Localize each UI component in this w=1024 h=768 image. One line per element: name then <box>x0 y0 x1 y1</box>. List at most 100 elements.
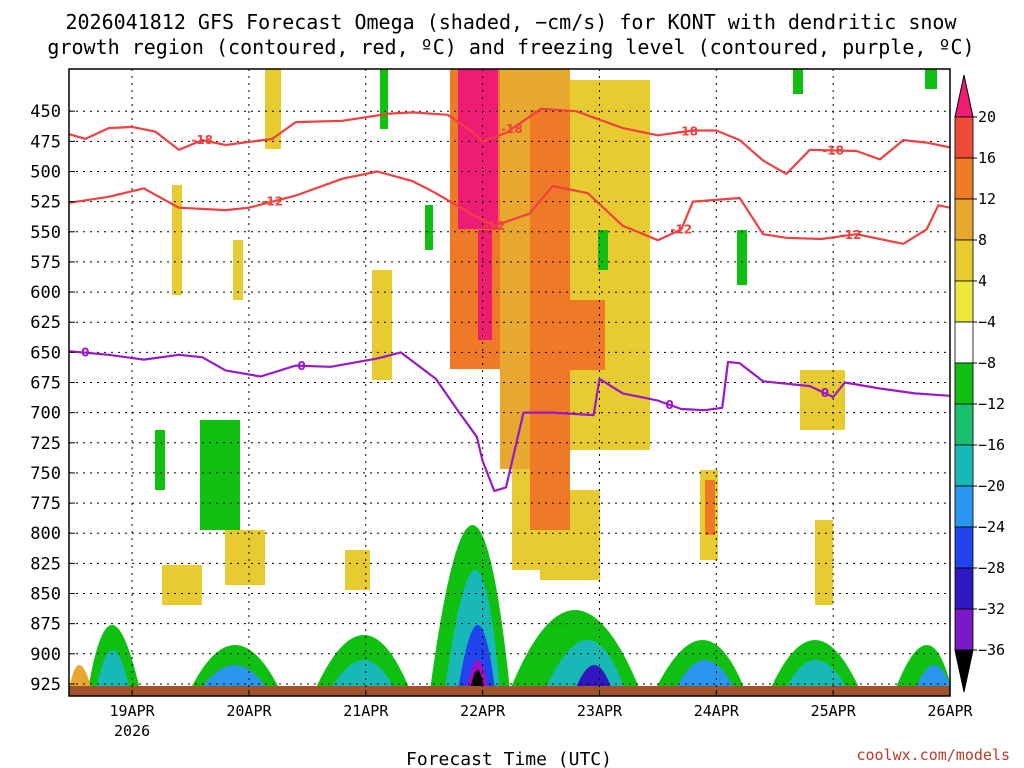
colorbar-segment <box>954 403 974 446</box>
y-tick-label: 525 <box>30 193 61 213</box>
shading-layer <box>69 69 950 696</box>
colorbar-label: −4 <box>978 313 996 331</box>
y-tick-label: 500 <box>30 162 61 182</box>
y-tick-label: 475 <box>30 132 61 152</box>
y-axis: 450 475 500 525 550 575 600 625 650 675 700 725 750 7… <box>30 102 75 695</box>
shade-patch <box>478 230 492 340</box>
x-tick-label: 24APR <box>694 702 740 720</box>
contour-label-zero: 0 <box>821 386 829 400</box>
colorbar-segment <box>954 362 974 405</box>
shade-patch <box>155 430 165 490</box>
shade-patch <box>425 205 433 250</box>
shade-patch <box>598 230 608 270</box>
y-tick-label: 725 <box>30 434 61 454</box>
x-tick-label: 21APR <box>343 702 389 720</box>
contour-labels: -18 -18 -18 -18 -12 -12 -12 -12 0 0 0 0 <box>81 122 862 412</box>
colorbar-label: 8 <box>978 231 987 249</box>
colorbar-label: −36 <box>978 641 1005 659</box>
colorbar-segment <box>954 608 974 651</box>
shade-patch <box>96 650 130 690</box>
contour-label-minus12: -12 <box>840 228 862 242</box>
y-tick-label: 625 <box>30 313 61 333</box>
colorbar-segment <box>954 239 974 282</box>
shade-patch <box>458 69 498 229</box>
contour-label-zero: 0 <box>297 359 305 373</box>
colorbar-label: 4 <box>978 272 987 290</box>
shade-patch <box>372 270 392 380</box>
contour-label-zero: 0 <box>81 346 89 360</box>
x-tick-label: 25APR <box>811 702 857 720</box>
x-tick-label: 20APR <box>226 702 272 720</box>
colorbar-label: −24 <box>978 518 1005 536</box>
contour-minus12 <box>69 170 950 245</box>
contour-zero <box>69 350 950 493</box>
contour-label-minus18: -18 <box>822 143 844 157</box>
x-tick-year: 2026 <box>114 722 150 740</box>
shade-patch <box>675 660 735 690</box>
shade-patch <box>233 240 243 300</box>
y-tick-label: 850 <box>30 585 61 605</box>
colorbar-segment <box>954 485 974 528</box>
shade-patch <box>793 69 803 94</box>
colorbar-label: 12 <box>978 190 996 208</box>
colorbar-label: −20 <box>978 477 1005 495</box>
x-tick-label: 19APR <box>110 702 156 720</box>
y-tick-label: 450 <box>30 102 61 122</box>
shade-patch <box>458 625 495 690</box>
shade-patch <box>800 370 845 430</box>
colorbar-segment <box>954 198 974 241</box>
shade-patch <box>737 230 747 285</box>
x-tick-label: 22APR <box>460 702 506 720</box>
x-tick-label: 26APR <box>927 702 973 720</box>
contour-label-minus12: -12 <box>261 195 283 209</box>
y-tick-label: 775 <box>30 494 61 514</box>
shade-patch <box>470 670 484 690</box>
colorbar-bottom-arrow <box>954 649 974 693</box>
shade-patch <box>785 660 848 690</box>
colorbar-label: −16 <box>978 436 1005 454</box>
shade-patch <box>530 110 570 530</box>
shade-patch <box>815 520 833 605</box>
shade-patch <box>705 480 715 535</box>
shade-patch <box>172 185 182 295</box>
y-tick-label: 650 <box>30 343 61 363</box>
credit-text: coolwx.com/models <box>856 746 1010 764</box>
colorbar-label: −28 <box>978 559 1005 577</box>
colorbar-label: 20 <box>978 108 996 126</box>
contour-label-minus18: -18 <box>676 124 698 138</box>
shade-patch <box>265 69 281 149</box>
shade-patch <box>925 69 937 89</box>
colorbar-segment <box>954 567 974 610</box>
colorbar-top-arrow <box>954 74 974 118</box>
y-tick-label: 550 <box>30 223 61 243</box>
colorbar-label: −8 <box>978 354 996 372</box>
x-tick-label: 23APR <box>577 702 623 720</box>
chart-title-line1: 2026041812 GFS Forecast Omega (shaded, −… <box>65 10 957 34</box>
contour-label-minus12: -12 <box>670 222 692 236</box>
x-axis: 19APR 2026 20APR 21APR 22APR 23APR 24APR 25APR 2… <box>110 690 974 740</box>
contour-label-minus18: -18 <box>191 133 213 147</box>
colorbar: 20 16 12 8 4 −4 −8 −12 −16 −20 −24 −28 −32 −36 <box>954 74 1005 693</box>
x-axis-title: Forecast Time (UTC) <box>406 749 612 768</box>
shade-patch <box>225 530 265 585</box>
y-tick-label: 700 <box>30 404 61 424</box>
shade-patch <box>330 660 395 690</box>
y-tick-label: 600 <box>30 283 61 303</box>
y-tick-label: 875 <box>30 615 61 635</box>
y-tick-label: 825 <box>30 554 61 574</box>
y-tick-label: 900 <box>30 645 61 665</box>
shade-patch <box>380 69 388 129</box>
shade-patch <box>200 420 240 530</box>
y-tick-label: 800 <box>30 524 61 544</box>
colorbar-label: 16 <box>978 149 996 167</box>
ground-strip <box>69 686 950 696</box>
colorbar-segment <box>954 321 974 364</box>
contour-label-minus12: -12 <box>483 219 505 233</box>
contour-minus18 <box>69 107 950 175</box>
colorbar-segment <box>954 526 974 569</box>
colorbar-label: −12 <box>978 395 1005 413</box>
contour-layer <box>69 107 950 493</box>
shade-patch <box>162 565 202 605</box>
chart-title-line2: growth region (contoured, red, ºC) and f… <box>47 35 974 59</box>
